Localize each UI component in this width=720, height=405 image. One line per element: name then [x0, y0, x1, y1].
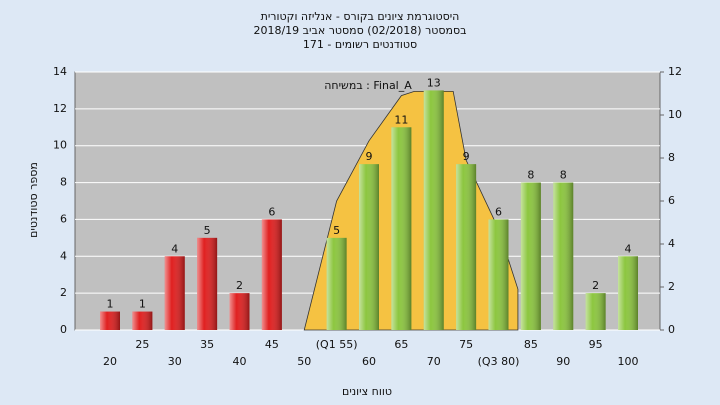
- bar-shade: [423, 90, 444, 330]
- y-tick-label: 6: [60, 212, 67, 225]
- x-tick-label: 20: [103, 355, 117, 368]
- y2-tick-label: 10: [668, 108, 682, 121]
- chart-subtitle: סטודנטים רשומים - 171: [303, 38, 417, 51]
- bar-shade: [553, 182, 574, 330]
- data-label: 8: [560, 169, 567, 182]
- bar-shade: [585, 293, 606, 330]
- data-label: 4: [625, 242, 632, 255]
- bar-shade: [456, 164, 477, 330]
- data-label: 5: [204, 224, 211, 237]
- x-tick-label: 35: [200, 338, 214, 351]
- y2-tick-label: 12: [668, 65, 682, 78]
- y-axis-label: מספר סטודנטים: [27, 162, 40, 238]
- bar-shade: [488, 219, 509, 330]
- x-tick-label: 40: [233, 355, 247, 368]
- data-label: 5: [333, 224, 340, 237]
- x-tick-label: 100: [618, 355, 639, 368]
- y-tick-label: 4: [60, 249, 67, 262]
- data-label: 13: [427, 76, 441, 89]
- bar-shade: [391, 127, 412, 331]
- y-tick-label: 12: [53, 102, 67, 115]
- y-tick-label: 14: [53, 65, 67, 78]
- bar-shade: [359, 164, 379, 330]
- data-label: 2: [236, 279, 243, 292]
- x-tick-label: (Q3 80): [478, 355, 520, 368]
- chart-title: היסטוגרמת ציונים בקורס - אנליזה וקטורית: [261, 10, 460, 23]
- bar-shade: [100, 311, 120, 330]
- data-label: 2: [592, 279, 599, 292]
- bar-shade: [229, 293, 250, 330]
- x-tick-label: 50: [297, 355, 311, 368]
- x-tick-label: (Q1 55): [316, 338, 358, 351]
- data-label: 9: [463, 150, 470, 163]
- bar-shade: [164, 256, 185, 330]
- x-tick-label: 85: [524, 338, 538, 351]
- bar-shade: [261, 219, 282, 330]
- x-tick-label: 75: [459, 338, 473, 351]
- y-tick-label: 8: [60, 176, 67, 189]
- y-tick-label: 10: [53, 139, 67, 152]
- y-tick-label: 2: [60, 286, 67, 299]
- bar-shade: [197, 237, 218, 330]
- y2-tick-label: 2: [668, 280, 675, 293]
- x-tick-label: 70: [427, 355, 441, 368]
- bar-shade: [520, 182, 541, 330]
- annotation: במשיחה : Final_A: [324, 79, 412, 92]
- x-axis-label: טווח ציונים: [342, 385, 392, 398]
- data-label: 11: [394, 113, 408, 126]
- chart-subtitle: בסמסטר (02/2018) סמסטר אביב 2018/19: [253, 24, 466, 37]
- data-label: 1: [139, 298, 146, 311]
- x-tick-label: 65: [394, 338, 408, 351]
- bar-shade: [618, 256, 638, 330]
- x-tick-label: 90: [556, 355, 570, 368]
- data-label: 9: [366, 150, 373, 163]
- y2-tick-label: 4: [668, 237, 675, 250]
- x-tick-label: 60: [362, 355, 376, 368]
- y-tick-label: 0: [60, 323, 67, 336]
- y2-tick-label: 8: [668, 151, 675, 164]
- data-label: 6: [268, 205, 275, 218]
- x-tick-label: 95: [589, 338, 603, 351]
- bar-shade: [326, 237, 347, 330]
- data-label: 1: [107, 298, 114, 311]
- y2-tick-label: 0: [668, 323, 675, 336]
- x-tick-label: 30: [168, 355, 182, 368]
- x-tick-label: 45: [265, 338, 279, 351]
- data-label: 6: [495, 205, 502, 218]
- bar-shade: [132, 311, 153, 330]
- y2-tick-label: 6: [668, 194, 675, 207]
- data-label: 4: [171, 242, 178, 255]
- x-tick-label: 25: [135, 338, 149, 351]
- data-label: 8: [527, 169, 534, 182]
